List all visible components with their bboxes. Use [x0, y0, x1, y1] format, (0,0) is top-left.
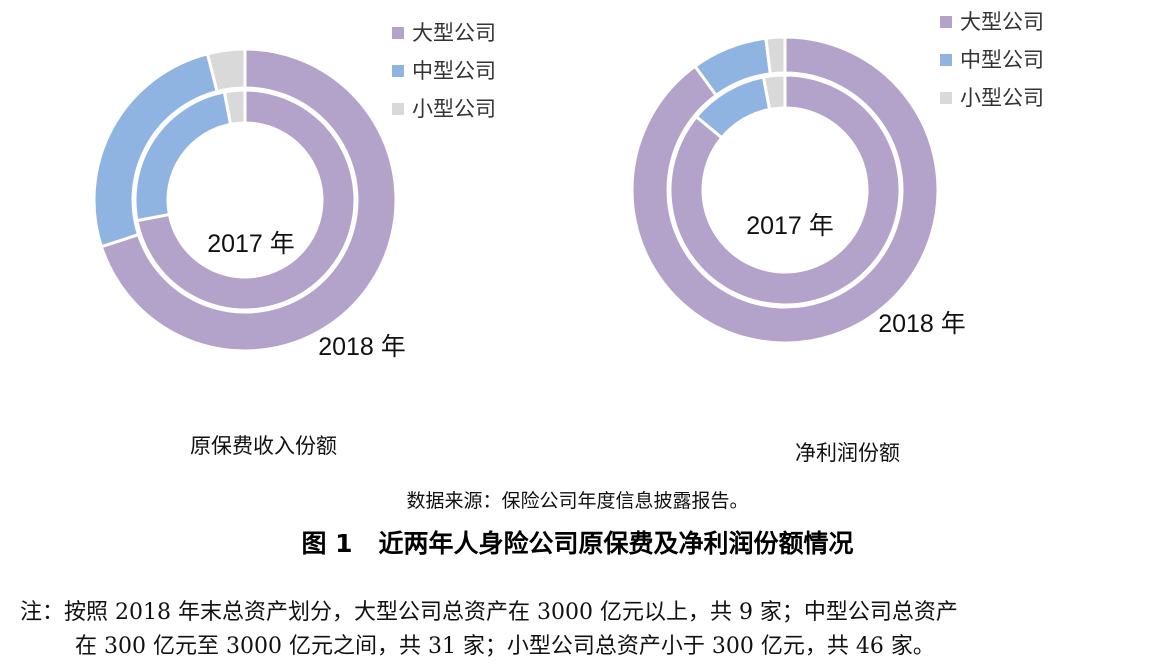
figure-title-text: 近两年人身险公司原保费及净利润份额情况: [378, 529, 854, 558]
legend-label-large: 大型公司: [960, 10, 1044, 34]
legend-label-large: 大型公司: [412, 21, 496, 45]
legend-label-small: 小型公司: [412, 97, 496, 121]
slice-2018-large: [630, 35, 940, 345]
slice-2017-large: [668, 73, 902, 307]
slice-2018-small: [764, 35, 787, 76]
slice-2018-small: [205, 47, 247, 94]
chart-title-premium: 原保费收入份额: [190, 434, 337, 458]
legend-swatch-small: [392, 103, 404, 115]
legend-label-medium: 中型公司: [412, 59, 496, 83]
data-source: 数据来源：保险公司年度信息披露报告。: [406, 490, 749, 512]
legend-swatch-large: [940, 16, 952, 28]
ring-label-2018: 2018 年: [878, 310, 966, 338]
slice-2017-small: [222, 88, 247, 127]
ring-label-2018: 2018 年: [318, 333, 406, 361]
legend-swatch-small: [940, 92, 952, 104]
legend-swatch-large: [392, 27, 404, 39]
slice-2017-large: [135, 88, 357, 312]
legend-label-medium: 中型公司: [960, 48, 1044, 72]
legend-label-small: 小型公司: [960, 86, 1044, 110]
legend-swatch-medium: [392, 65, 404, 77]
figure-title: 图 1 近两年人身险公司原保费及净利润份额情况: [0, 524, 1155, 560]
note-line-1: 注：按照 2018 年末总资产划分，大型公司总资产在 3000 亿元以上，共 9…: [20, 600, 958, 625]
legend-swatch-medium: [940, 54, 952, 66]
ring-label-2017: 2017 年: [746, 212, 834, 240]
slice-2018-large: [99, 47, 398, 353]
chart-title-net-profit: 净利润份额: [795, 441, 900, 465]
figure-number: 图 1: [301, 529, 353, 558]
note-line-2: 在 300 亿元至 3000 亿元之间，共 31 家；小型公司总资产小于 300…: [75, 634, 935, 659]
slice-2017-small: [761, 73, 787, 112]
ring-label-2017: 2017 年: [207, 230, 295, 258]
